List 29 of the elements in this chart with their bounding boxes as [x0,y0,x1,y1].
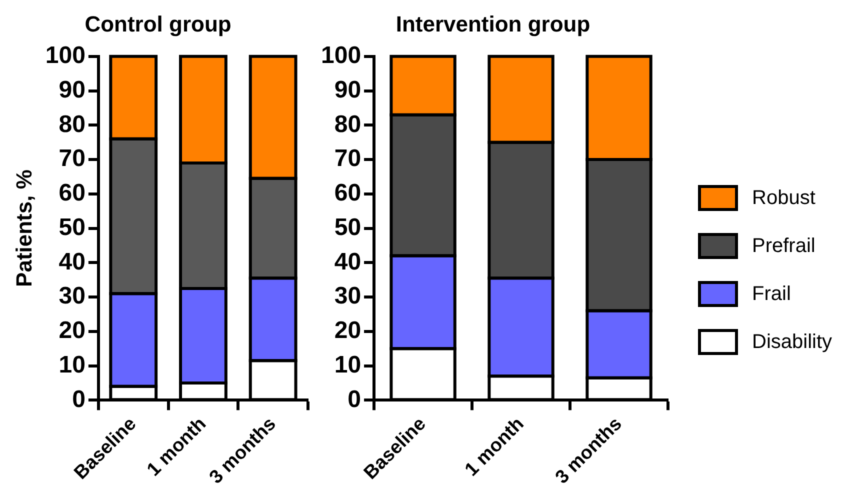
y-tick-label: 70 [334,145,362,172]
y-tick-label: 10 [58,351,86,378]
y-tick-label: 40 [334,248,362,276]
y-tick-label: 90 [58,76,86,104]
y-tick-label: 60 [334,180,362,207]
y-tick-label: 0 [348,386,362,413]
legend-label: Frail [752,282,791,306]
y-axis-title: Patients, % [11,170,36,287]
y-tick-label: 90 [334,76,362,104]
chart-title: Control group [84,11,232,36]
legend-label: Prefrail [752,234,816,258]
legend-label: Robust [752,186,816,210]
y-tick-label: 20 [58,317,86,344]
y-tick-label: 80 [334,110,362,138]
y-tick-label: 100 [45,42,86,70]
y-tick-label: 20 [334,317,362,344]
y-tick-label: 30 [334,282,362,310]
y-tick-label: 100 [320,42,362,70]
y-tick-label: 70 [58,145,86,172]
y-tick-label: 40 [58,248,86,276]
y-tick-label: 60 [58,180,86,207]
y-tick-label: 80 [58,110,86,138]
chart-title: Intervention group [396,11,590,36]
y-tick-label: 50 [58,214,86,241]
y-tick-label: 30 [58,282,86,310]
y-tick-label: 50 [334,214,362,241]
text: Disability [752,330,832,354]
y-tick-label: 10 [334,351,362,378]
y-tick-label: 0 [72,386,86,413]
